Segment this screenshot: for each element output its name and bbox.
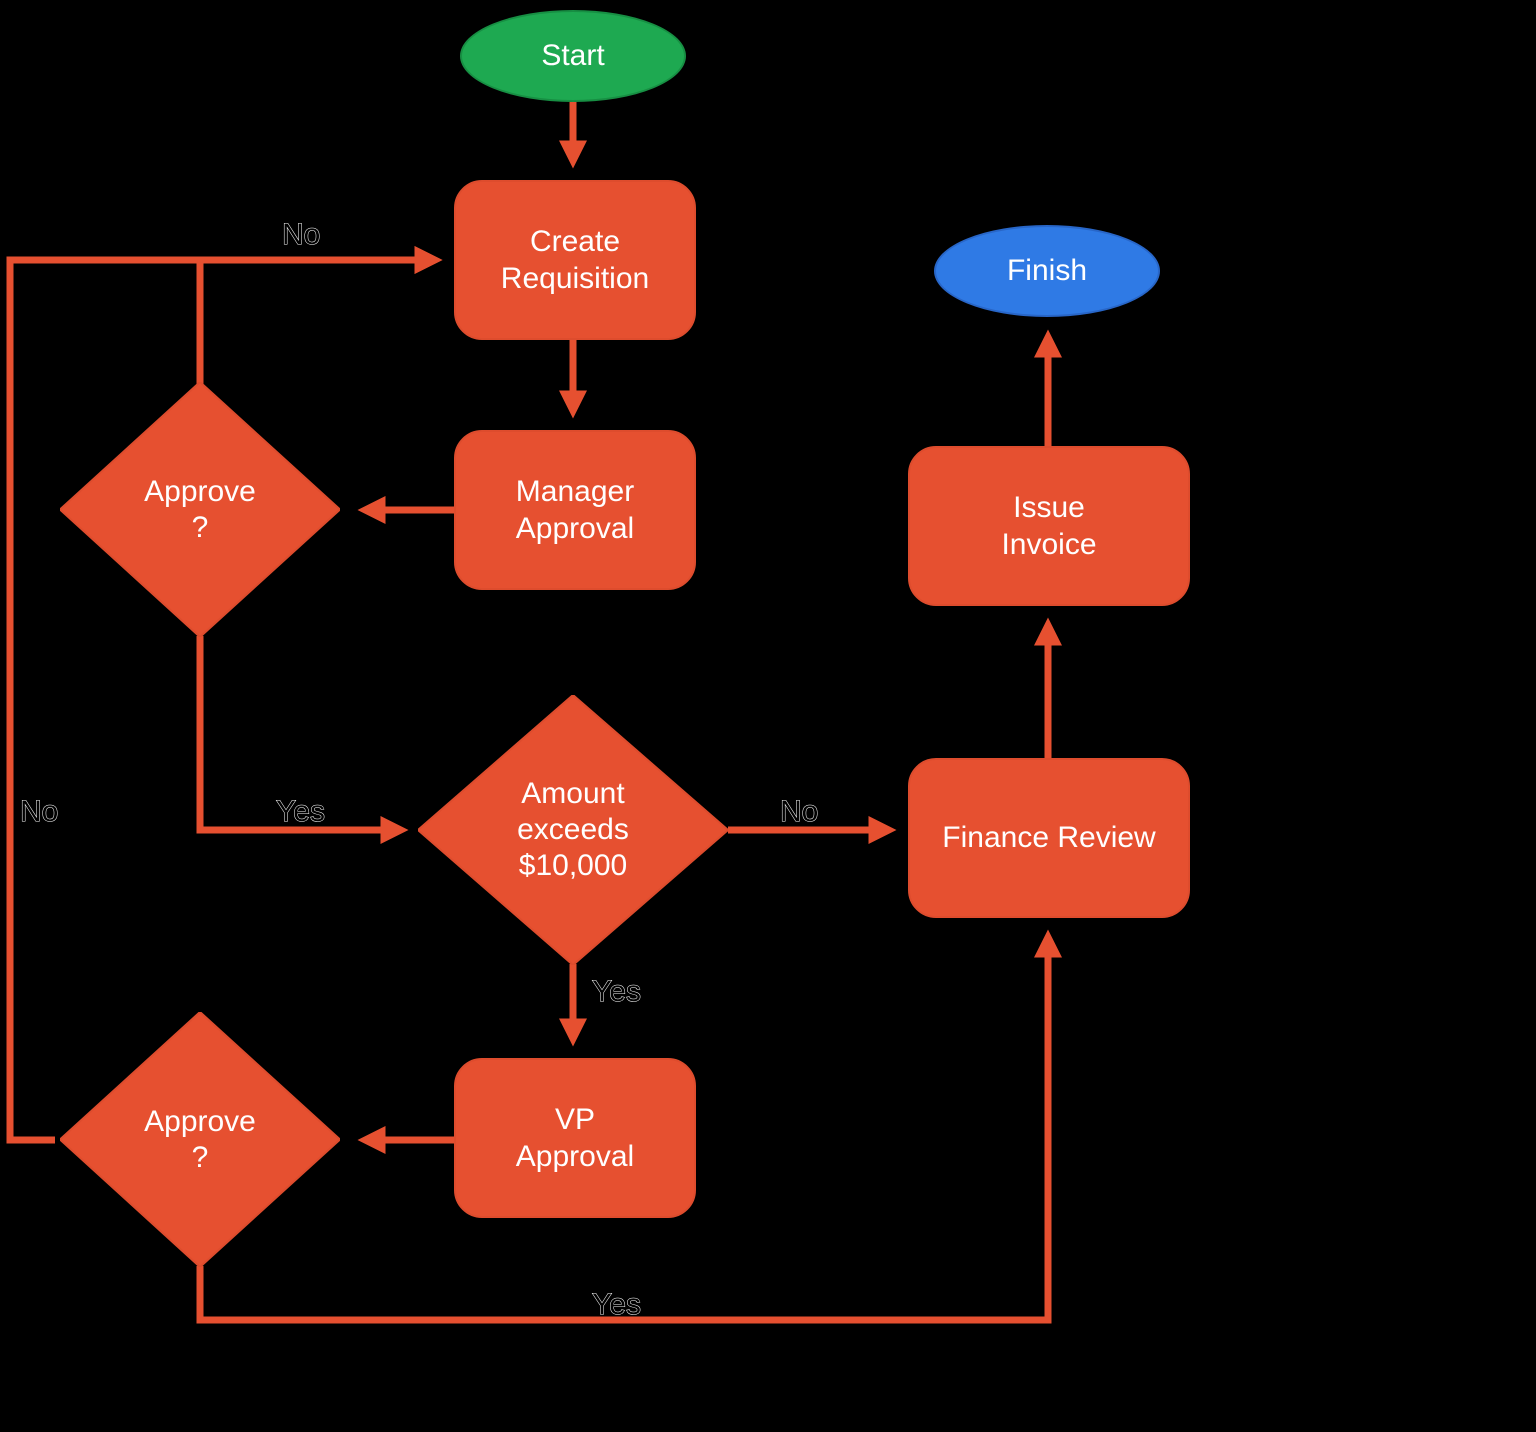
node-issue-invoice-label: Issue Invoice <box>1001 489 1096 564</box>
node-vp-approval-label: VP Approval <box>516 1101 634 1176</box>
node-approve-2-label: Approve ? <box>144 1104 256 1176</box>
node-create-requisition: Create Requisition <box>454 180 696 340</box>
node-finish-label: Finish <box>1007 252 1087 290</box>
node-approve-2: Approve ? <box>60 1012 340 1267</box>
edge-label-amount-no: No <box>780 795 818 829</box>
edge-label-approve1-no: No <box>282 218 320 252</box>
edge-label-approve2-no: No <box>20 795 58 829</box>
node-vp-approval: VP Approval <box>454 1058 696 1218</box>
edge-label-approve1-yes: Yes <box>276 795 325 829</box>
node-approve-1: Approve ? <box>60 382 340 637</box>
flowchart-canvas: Start Create Requisition Manager Approva… <box>0 0 1536 1432</box>
node-finance-review-label: Finance Review <box>942 819 1155 857</box>
edge-label-approve2-yes: Yes <box>592 1288 641 1322</box>
node-amount-exceeds-label: Amount exceeds $10,000 <box>517 776 629 884</box>
node-manager-approval-label: Manager Approval <box>516 473 634 548</box>
node-issue-invoice: Issue Invoice <box>908 446 1190 606</box>
node-start: Start <box>460 10 686 102</box>
node-finish: Finish <box>934 225 1160 317</box>
node-approve-1-label: Approve ? <box>144 474 256 546</box>
node-manager-approval: Manager Approval <box>454 430 696 590</box>
edge-label-amount-yes: Yes <box>592 975 641 1009</box>
node-amount-exceeds: Amount exceeds $10,000 <box>418 695 728 965</box>
edge-approve1-no <box>200 260 432 384</box>
node-start-label: Start <box>541 37 604 75</box>
node-finance-review: Finance Review <box>908 758 1190 918</box>
node-create-requisition-label: Create Requisition <box>501 223 649 298</box>
